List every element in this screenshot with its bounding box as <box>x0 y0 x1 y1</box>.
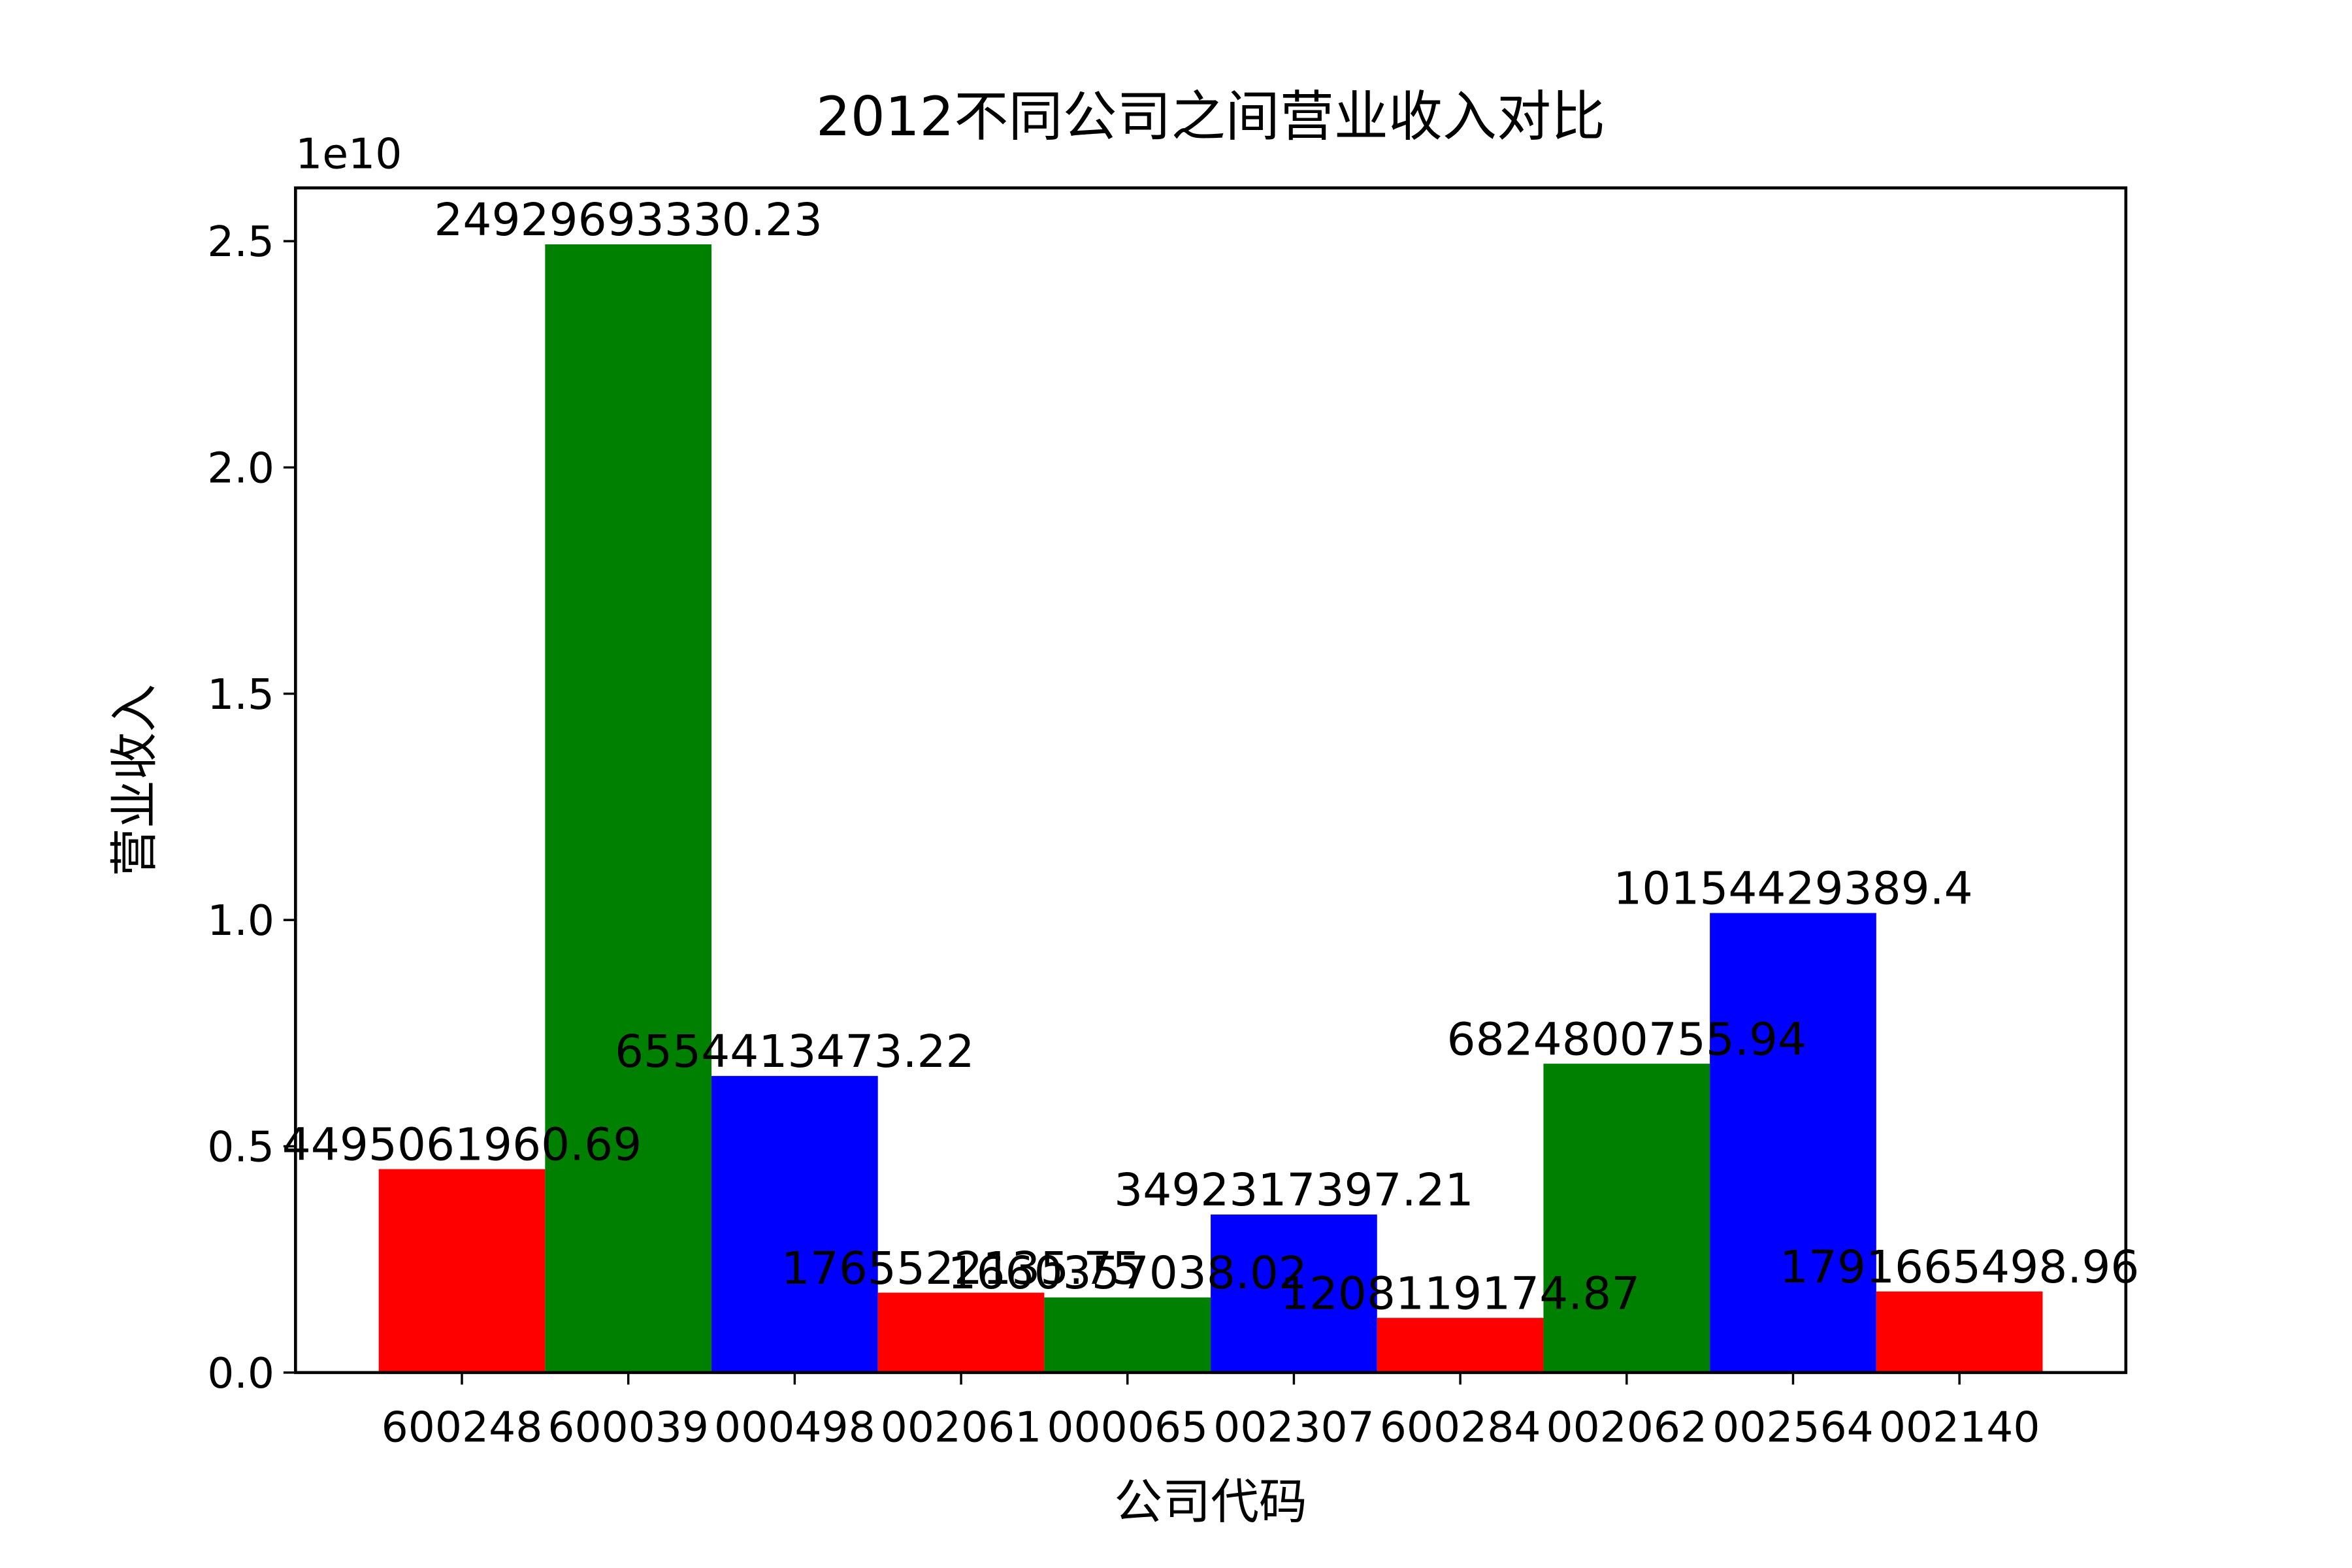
bar <box>1876 1291 2043 1373</box>
bar <box>877 1292 1045 1373</box>
bar <box>1543 1064 1710 1373</box>
x-axis-label: 公司代码 <box>1114 1475 1307 1530</box>
value-label: 10154429389.4 <box>1613 863 1973 915</box>
x-tick-label: 002307 <box>1213 1403 1375 1452</box>
value-label: 6554413473.22 <box>615 1026 975 1078</box>
x-tick-label: 000498 <box>714 1403 875 1452</box>
value-label: 1765522135.75 <box>781 1243 1141 1295</box>
y-tick-label: 2.5 <box>207 218 274 267</box>
value-label: 3492317397.21 <box>1114 1164 1474 1217</box>
y-axis-label: 营业收入 <box>107 684 163 877</box>
chart-title: 2012不同公司之间营业收入对比 <box>816 85 1605 148</box>
x-tick-label: 002061 <box>881 1403 1042 1452</box>
value-label: 1660357038.02 <box>947 1247 1307 1299</box>
x-tick-label: 600248 <box>382 1403 543 1452</box>
bar <box>1044 1297 1211 1373</box>
x-tick-label: 002140 <box>1879 1403 2040 1452</box>
plot-frame <box>293 186 2128 1375</box>
y-tick-label: 0.5 <box>207 1123 274 1172</box>
bar <box>711 1075 878 1373</box>
bar <box>1211 1214 1377 1373</box>
bar <box>1710 913 1876 1373</box>
value-label: 24929693330.23 <box>434 194 823 246</box>
bar <box>1377 1318 1544 1373</box>
value-label: 4495061960.69 <box>282 1119 642 1171</box>
y-offset-label: 1e10 <box>295 130 402 179</box>
x-tick-label: 600284 <box>1380 1403 1541 1452</box>
x-tick-label: 000065 <box>1047 1403 1208 1452</box>
x-tick-label: 600039 <box>547 1403 709 1452</box>
y-tick-label: 2.0 <box>207 444 274 493</box>
value-label: 6824800755.94 <box>1447 1013 1807 1066</box>
y-tick-label: 0.0 <box>207 1349 274 1398</box>
y-tick-label: 1.0 <box>207 896 274 945</box>
y-tick-label: 1.5 <box>207 670 274 719</box>
x-tick-label: 002062 <box>1546 1403 1707 1452</box>
bar <box>378 1169 546 1373</box>
value-label: 1791665498.96 <box>1780 1241 2140 1294</box>
value-label: 1208119174.87 <box>1281 1267 1641 1320</box>
bar <box>545 244 712 1373</box>
x-tick-label: 002564 <box>1712 1403 1874 1452</box>
